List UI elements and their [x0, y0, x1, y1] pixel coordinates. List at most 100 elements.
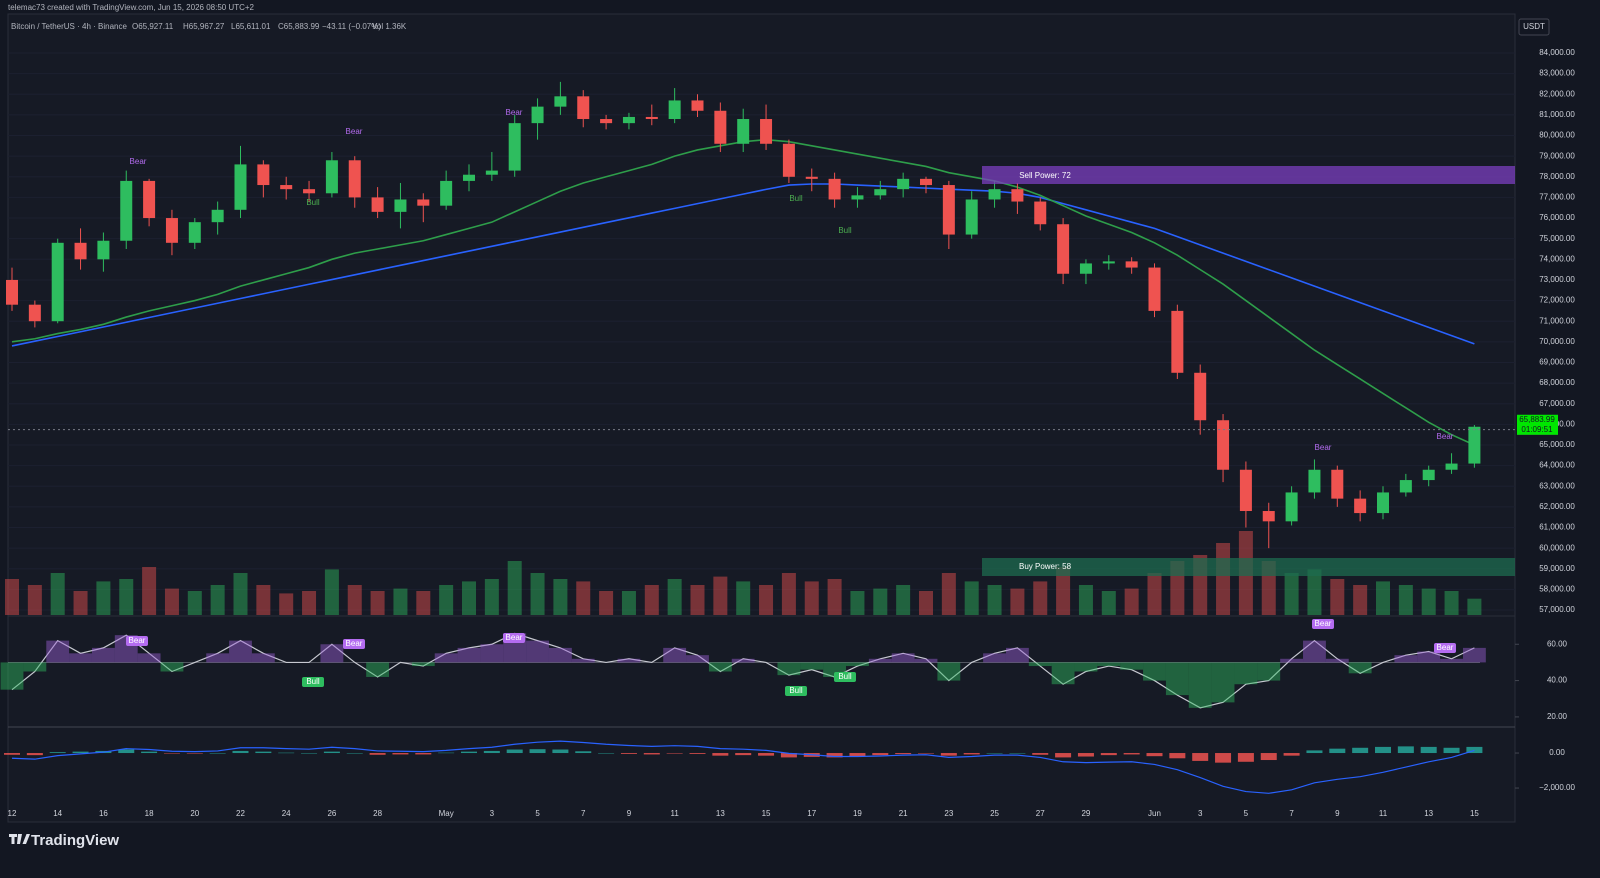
osc-fill — [777, 662, 801, 676]
macd-histogram-bar — [1375, 746, 1391, 754]
y-tick-label: 74,000.00 — [1539, 254, 1575, 263]
y-tick-label: 71,000.00 — [1539, 316, 1575, 325]
currency[interactable]: USDT — [1523, 22, 1545, 31]
volume-bar — [370, 591, 385, 615]
macd-histogram-bar — [529, 749, 546, 754]
macd-histogram-bar — [232, 750, 249, 754]
candle-body — [965, 199, 978, 235]
volume-bar — [233, 573, 248, 615]
osc-fill — [206, 653, 230, 663]
volume-bar — [941, 573, 956, 615]
y-tick-label: 69,000.00 — [1539, 358, 1575, 367]
x-tick-label: 27 — [1036, 809, 1045, 818]
candle-body — [1354, 498, 1367, 514]
osc-fill — [457, 647, 481, 663]
macd-histogram-bar — [1466, 746, 1483, 754]
x-tick-label: 23 — [944, 809, 953, 818]
osc-fill — [1462, 647, 1486, 663]
candle-body — [737, 119, 750, 144]
volume-bar — [599, 591, 614, 615]
macd-histogram-bar — [872, 753, 889, 756]
candle-body — [257, 164, 270, 186]
annotation: Bull — [838, 226, 852, 235]
logo: TradingView — [9, 832, 119, 849]
osc-label: Bear — [346, 639, 363, 648]
volume-bar — [462, 581, 476, 615]
x-tick-label: 11 — [1379, 809, 1388, 818]
volume-bar — [1078, 585, 1093, 615]
candle-body — [1034, 201, 1047, 225]
candle-body — [645, 116, 658, 120]
osc-fill — [1440, 658, 1463, 663]
candle-body — [920, 178, 932, 186]
osc-fill — [526, 640, 549, 663]
macd-histogram-bar — [278, 752, 295, 754]
osc-fill — [0, 662, 24, 690]
macd-histogram-bar — [895, 753, 912, 755]
candle-body — [97, 240, 110, 260]
last-price-box — [1517, 414, 1558, 435]
annotation: Buy Power: 58 — [1019, 562, 1072, 571]
candle-body — [120, 180, 133, 241]
macd-histogram-bar — [1055, 753, 1072, 758]
osc-label: Bull — [306, 677, 320, 686]
x-tick-label: 7 — [581, 809, 586, 818]
macd-histogram-bar — [1192, 753, 1209, 761]
volume-bar — [759, 585, 774, 615]
osc-fill — [1325, 658, 1349, 663]
candle-body — [874, 189, 887, 196]
volume-bar — [1033, 581, 1048, 615]
volume-bar — [96, 581, 111, 615]
volume-bar — [964, 581, 979, 615]
x-tick-label: Jun — [1148, 809, 1161, 818]
osc-label-box — [1434, 643, 1456, 653]
candle-body — [1468, 426, 1481, 464]
logo-icon — [9, 834, 30, 844]
currency-box[interactable] — [1518, 18, 1550, 36]
x-tick-label: 13 — [1424, 809, 1433, 818]
volume-bar — [1467, 598, 1482, 615]
candle-body — [760, 119, 773, 144]
macd-histogram-bar — [918, 753, 934, 754]
volume-bar — [50, 573, 65, 615]
volume-bar — [530, 573, 545, 615]
y-tick-label: 76,000.00 — [1539, 213, 1575, 222]
osc-fill — [1417, 651, 1441, 663]
candle-body — [463, 174, 475, 181]
macd-histogram-bar — [483, 750, 500, 754]
macd-histogram-bar — [4, 753, 20, 755]
osc-label-box — [1312, 619, 1334, 629]
credit: telemac73 created with TradingView.com, … — [8, 3, 255, 12]
y-tick-label: 72,000.00 — [1539, 296, 1575, 305]
volume-bar — [484, 579, 499, 615]
x-tick-label: 5 — [1244, 809, 1249, 818]
y-tick-label: 64,000.00 — [1539, 461, 1575, 470]
y-tick-label: 75,000.00 — [1539, 234, 1575, 243]
candle-body — [622, 116, 635, 124]
candle-body — [1308, 469, 1321, 493]
macd-histogram-bar — [1260, 753, 1277, 761]
candle-body — [165, 218, 178, 243]
osc-fill — [1394, 655, 1418, 663]
candle-body — [6, 279, 18, 305]
y-tick-label: 68,000.00 — [1539, 378, 1575, 387]
volume-bar — [164, 588, 179, 615]
osc-fill — [1097, 662, 1121, 667]
osc-tick-label: 60.00 — [1547, 639, 1568, 648]
osc-fill — [983, 653, 1006, 663]
osc-fill — [1005, 647, 1029, 663]
volume-bar — [1330, 579, 1345, 615]
osc-label: Bear — [129, 636, 146, 645]
candle-body — [600, 119, 613, 124]
volume-bar — [827, 579, 842, 615]
x-tick-label: 25 — [990, 809, 999, 818]
annotation: Bear — [506, 108, 523, 117]
osc-fill — [251, 653, 275, 663]
volume-bar — [1307, 569, 1322, 615]
volume-bar — [736, 581, 751, 615]
candle-body — [1102, 261, 1115, 264]
macd-histogram-bar — [598, 753, 615, 754]
osc-fill — [686, 655, 709, 663]
osc-fill — [1234, 662, 1258, 685]
